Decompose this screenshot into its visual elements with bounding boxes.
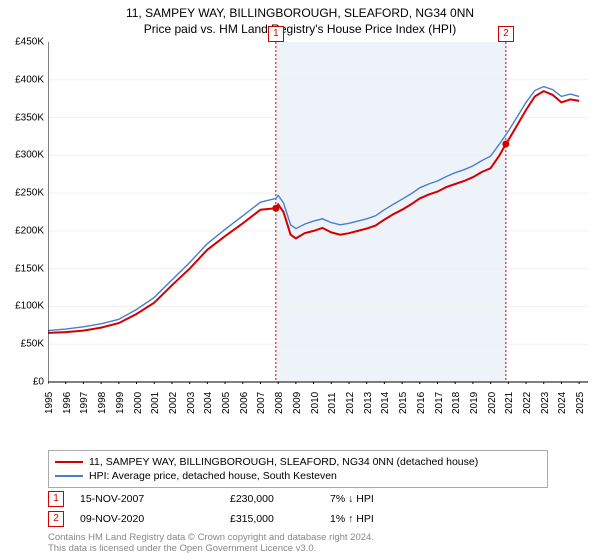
transaction-date: 15-NOV-2007 (80, 493, 230, 505)
xtick-label: 2001 (150, 392, 161, 414)
ytick-label: £450K (4, 37, 44, 48)
transaction-row: 1 15-NOV-2007£230,0007% ↓ HPI (48, 490, 430, 508)
xtick-label: 2002 (168, 392, 179, 414)
xtick-label: 2019 (469, 392, 480, 414)
legend-item: 11, SAMPEY WAY, BILLINGBOROUGH, SLEAFORD… (55, 455, 541, 469)
xtick-label: 2006 (239, 392, 250, 414)
chart-marker-box: 2 (498, 26, 514, 42)
transaction-date: 09-NOV-2020 (80, 513, 230, 525)
xtick-label: 2022 (522, 392, 533, 414)
chart: £0£50K£100K£150K£200K£250K£300K£350K£400… (48, 42, 588, 412)
ytick-label: £50K (4, 339, 44, 350)
transaction-price: £315,000 (230, 513, 330, 525)
xtick-label: 2011 (327, 392, 338, 414)
transaction-price: £230,000 (230, 493, 330, 505)
xtick-label: 2021 (504, 392, 515, 414)
xtick-label: 2015 (398, 392, 409, 414)
transaction-marker: 1 (48, 491, 64, 507)
xtick-label: 2020 (487, 392, 498, 414)
legend-label: HPI: Average price, detached house, Sout… (89, 470, 337, 482)
xtick-label: 1999 (115, 392, 126, 414)
legend-swatch (55, 461, 83, 463)
transaction-marker: 2 (48, 511, 64, 527)
legend: 11, SAMPEY WAY, BILLINGBOROUGH, SLEAFORD… (48, 450, 548, 488)
chart-marker-box: 1 (268, 26, 284, 42)
transaction-table: 1 15-NOV-2007£230,0007% ↓ HPI 2 09-NOV-2020… (48, 490, 430, 530)
ytick-label: £200K (4, 225, 44, 236)
title-address: 11, SAMPEY WAY, BILLINGBOROUGH, SLEAFORD… (0, 0, 600, 20)
footer-line2: This data is licensed under the Open Gov… (48, 543, 374, 554)
xtick-label: 2016 (416, 392, 427, 414)
xtick-label: 1996 (62, 392, 73, 414)
xtick-label: 2023 (540, 392, 551, 414)
xtick-label: 2003 (186, 392, 197, 414)
xtick-label: 2025 (575, 392, 586, 414)
ytick-label: £0 (4, 377, 44, 388)
transaction-delta: 1% ↑ HPI (330, 513, 430, 525)
xtick-label: 1998 (97, 392, 108, 414)
transaction-row: 2 09-NOV-2020£315,0001% ↑ HPI (48, 510, 430, 528)
ytick-label: £150K (4, 263, 44, 274)
xtick-label: 2007 (256, 392, 267, 414)
chart-svg (48, 42, 588, 384)
xtick-label: 1997 (79, 392, 90, 414)
xtick-label: 2018 (451, 392, 462, 414)
ytick-label: £100K (4, 301, 44, 312)
transaction-delta: 7% ↓ HPI (330, 493, 430, 505)
xtick-label: 2012 (345, 392, 356, 414)
footer: Contains HM Land Registry data © Crown c… (48, 532, 374, 555)
footer-line1: Contains HM Land Registry data © Crown c… (48, 532, 374, 543)
ytick-label: £300K (4, 150, 44, 161)
xtick-label: 2014 (380, 392, 391, 414)
xtick-label: 2010 (310, 392, 321, 414)
xtick-label: 2000 (133, 392, 144, 414)
xtick-label: 2024 (557, 392, 568, 414)
ytick-label: £250K (4, 188, 44, 199)
ytick-label: £350K (4, 112, 44, 123)
xtick-label: 2005 (221, 392, 232, 414)
legend-item: HPI: Average price, detached house, Sout… (55, 469, 541, 483)
ytick-label: £400K (4, 74, 44, 85)
legend-swatch (55, 475, 83, 477)
xtick-label: 2009 (292, 392, 303, 414)
xtick-label: 2004 (203, 392, 214, 414)
legend-label: 11, SAMPEY WAY, BILLINGBOROUGH, SLEAFORD… (89, 456, 478, 468)
xtick-label: 2017 (434, 392, 445, 414)
xtick-label: 2013 (363, 392, 374, 414)
xtick-label: 1995 (44, 392, 55, 414)
xtick-label: 2008 (274, 392, 285, 414)
